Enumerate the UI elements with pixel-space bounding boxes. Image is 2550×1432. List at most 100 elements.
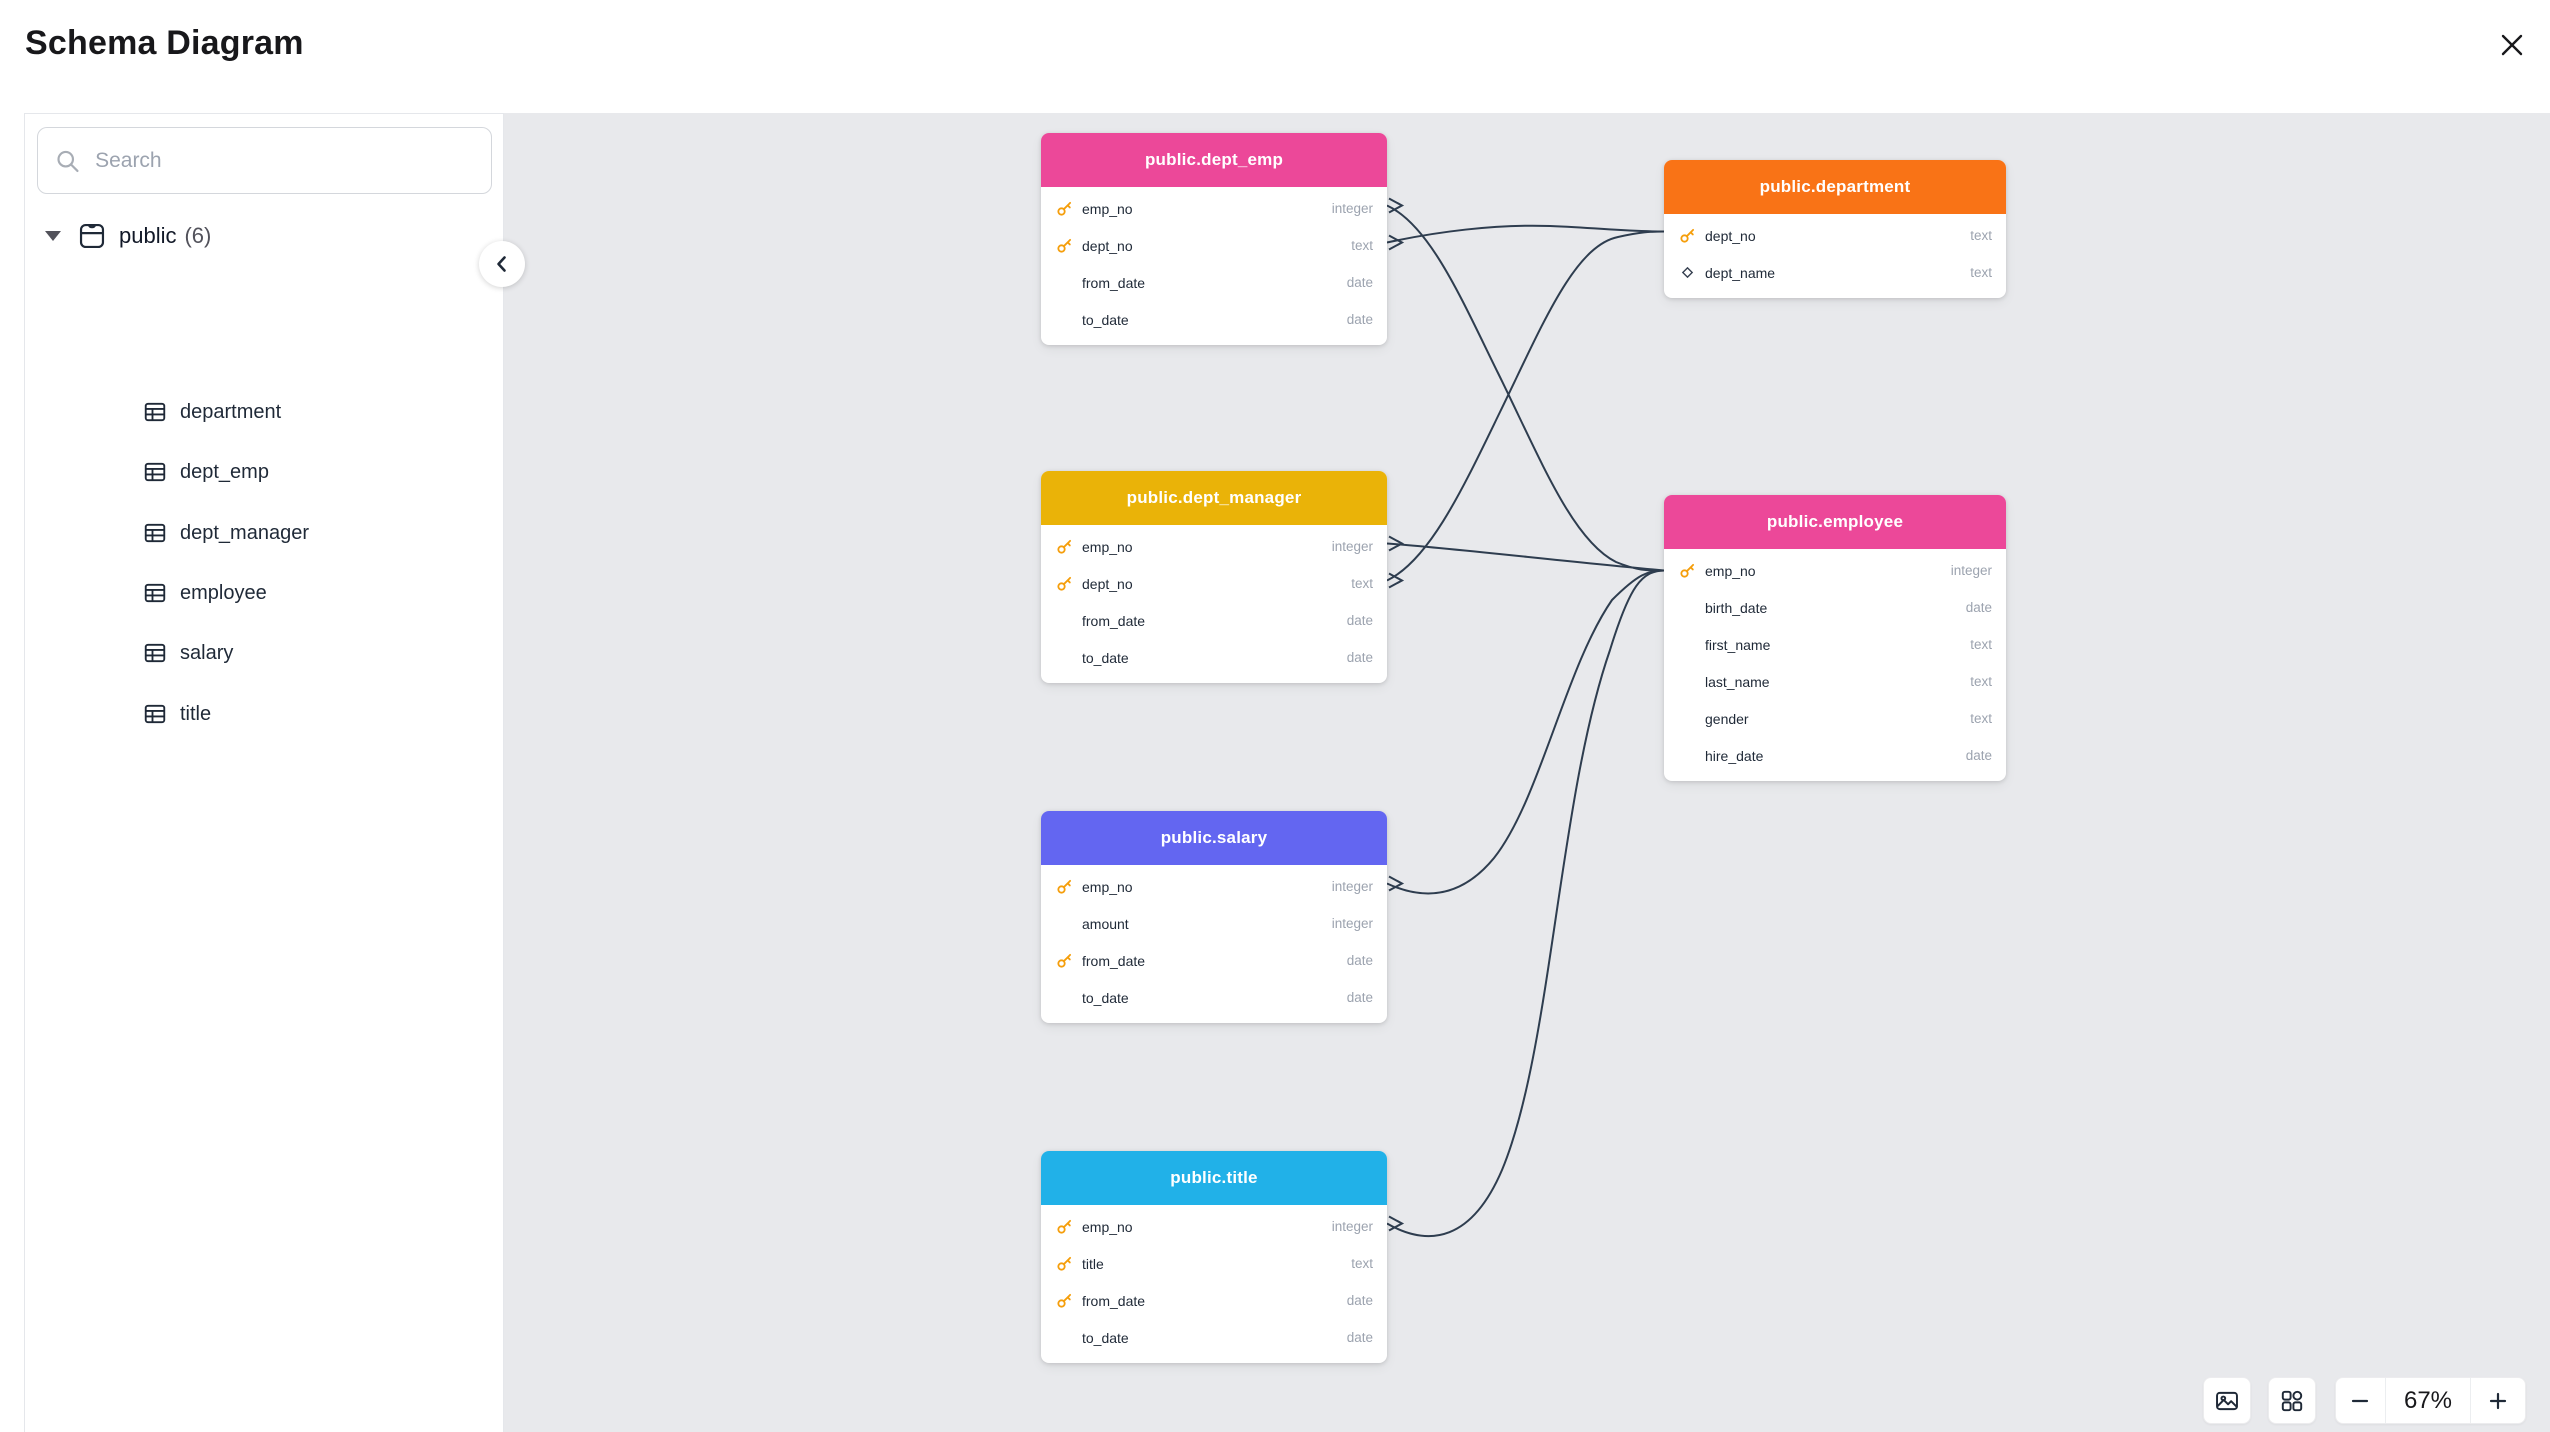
chevron-left-icon xyxy=(497,256,506,272)
auto-layout-button[interactable] xyxy=(2268,1377,2316,1424)
caret-down-icon[interactable] xyxy=(45,231,61,241)
column-type: text xyxy=(1351,576,1373,591)
table-icon xyxy=(144,704,166,724)
sidebar-item-label: dept_emp xyxy=(180,460,269,483)
table-node-header[interactable]: public.dept_manager xyxy=(1041,471,1387,525)
column-row[interactable]: from_date date xyxy=(1041,1282,1387,1319)
table-node-header[interactable]: public.employee xyxy=(1664,495,2006,549)
search-box[interactable] xyxy=(37,127,492,194)
column-name: dept_no xyxy=(1082,575,1133,592)
table-node-body: emp_no integer title text from_date date… xyxy=(1041,1205,1387,1363)
primary-key-icon xyxy=(1055,1292,1073,1309)
column-row[interactable]: to_date date xyxy=(1041,979,1387,1016)
column-name: emp_no xyxy=(1082,200,1133,217)
column-row[interactable]: hire_date date xyxy=(1664,737,2006,774)
page-title: Schema Diagram xyxy=(25,24,304,62)
primary-key-icon xyxy=(1055,1255,1073,1272)
table-node-header[interactable]: public.department xyxy=(1664,160,2006,214)
column-row[interactable]: title text xyxy=(1041,1245,1387,1282)
primary-key-icon xyxy=(1055,538,1073,555)
minus-icon xyxy=(2352,1399,2369,1402)
primary-key-icon xyxy=(1055,952,1073,969)
column-name: dept_no xyxy=(1705,227,1756,244)
table-node-dept-emp[interactable]: public.dept_emp emp_no integer dept_no t… xyxy=(1041,133,1387,345)
table-icon xyxy=(144,402,166,422)
primary-key-icon xyxy=(1678,562,1696,579)
grid-layout-icon xyxy=(2281,1390,2303,1411)
column-row[interactable]: emp_no integer xyxy=(1041,868,1387,905)
sidebar-item-employee[interactable]: employee xyxy=(143,573,267,613)
search-input[interactable] xyxy=(95,148,475,173)
column-row[interactable]: from_date date xyxy=(1041,264,1387,301)
column-name: emp_no xyxy=(1082,878,1133,895)
column-type: date xyxy=(1965,748,1992,763)
column-row[interactable]: first_name text xyxy=(1664,626,2006,663)
column-row[interactable]: to_date date xyxy=(1041,301,1387,338)
sidebar-item-label: title xyxy=(180,702,212,725)
column-name: emp_no xyxy=(1082,538,1133,555)
column-row[interactable]: last_name text xyxy=(1664,663,2006,700)
table-icon xyxy=(144,583,166,603)
column-name: first_name xyxy=(1705,636,1771,653)
primary-key-icon xyxy=(1678,227,1696,244)
zoom-in-button[interactable] xyxy=(2470,1378,2525,1423)
sidebar-item-dept-emp[interactable]: dept_emp xyxy=(143,452,269,492)
close-button[interactable] xyxy=(2492,25,2532,65)
column-row[interactable]: from_date date xyxy=(1041,942,1387,979)
sidebar-item-title[interactable]: title xyxy=(143,694,211,734)
table-node-body: emp_no integer amount integer from_date … xyxy=(1041,865,1387,1023)
column-type: text xyxy=(1970,674,1992,689)
table-node-employee[interactable]: public.employee emp_no integer birth_dat… xyxy=(1664,495,2006,781)
schema-tree-row-public[interactable]: public (6) xyxy=(45,215,211,257)
table-icon xyxy=(144,462,166,482)
column-row[interactable]: emp_no integer xyxy=(1041,1208,1387,1245)
column-row[interactable]: gender text xyxy=(1664,700,2006,737)
download-image-button[interactable] xyxy=(2203,1377,2251,1424)
column-name: from_date xyxy=(1082,1292,1146,1309)
sidebar-item-salary[interactable]: salary xyxy=(143,633,233,673)
column-row[interactable]: to_date date xyxy=(1041,1319,1387,1356)
diagram-canvas[interactable] xyxy=(503,113,2550,1432)
table-node-department[interactable]: public.department dept_no text dept_name… xyxy=(1664,160,2006,298)
column-name: hire_date xyxy=(1705,747,1764,764)
column-row[interactable]: emp_no integer xyxy=(1664,552,2006,589)
column-type: integer xyxy=(1331,1219,1373,1234)
column-name: birth_date xyxy=(1705,599,1768,616)
column-row[interactable]: dept_no text xyxy=(1041,565,1387,602)
column-type: integer xyxy=(1331,879,1373,894)
column-row[interactable]: emp_no integer xyxy=(1041,528,1387,565)
column-name: to_date xyxy=(1082,1329,1129,1346)
sidebar-item-dept-manager[interactable]: dept_manager xyxy=(143,513,309,553)
column-name: from_date xyxy=(1082,952,1146,969)
column-row[interactable]: emp_no integer xyxy=(1041,190,1387,227)
sidebar-collapse-button[interactable] xyxy=(479,241,525,287)
column-row[interactable]: birth_date date xyxy=(1664,589,2006,626)
column-row[interactable]: dept_no text xyxy=(1041,227,1387,264)
table-node-dept-manager[interactable]: public.dept_manager emp_no integer dept_… xyxy=(1041,471,1387,683)
column-type: text xyxy=(1351,1256,1373,1271)
column-row[interactable]: dept_name text xyxy=(1664,254,2006,291)
column-type: text xyxy=(1970,637,1992,652)
table-node-body: emp_no integer dept_no text from_date da… xyxy=(1041,525,1387,683)
table-node-header[interactable]: public.salary xyxy=(1041,811,1387,865)
column-type: integer xyxy=(1331,201,1373,216)
column-name: to_date xyxy=(1082,311,1129,328)
table-node-salary[interactable]: public.salary emp_no integer amount inte… xyxy=(1041,811,1387,1023)
column-row[interactable]: amount integer xyxy=(1041,905,1387,942)
column-row[interactable]: from_date date xyxy=(1041,602,1387,639)
sidebar-item-department[interactable]: department xyxy=(143,392,281,432)
table-node-header[interactable]: public.dept_emp xyxy=(1041,133,1387,187)
table-node-title[interactable]: public.title emp_no integer title text f… xyxy=(1041,1151,1387,1363)
zoom-out-button[interactable] xyxy=(2336,1378,2386,1423)
column-name: to_date xyxy=(1082,649,1129,666)
column-type: date xyxy=(1346,275,1373,290)
schema-name: public xyxy=(119,223,177,248)
column-row[interactable]: dept_no text xyxy=(1664,217,2006,254)
column-row[interactable]: to_date date xyxy=(1041,639,1387,676)
primary-key-icon xyxy=(1055,878,1073,895)
table-node-header[interactable]: public.title xyxy=(1041,1151,1387,1205)
column-type: date xyxy=(1346,1293,1373,1308)
table-icon xyxy=(144,643,166,663)
search-icon xyxy=(57,150,79,172)
